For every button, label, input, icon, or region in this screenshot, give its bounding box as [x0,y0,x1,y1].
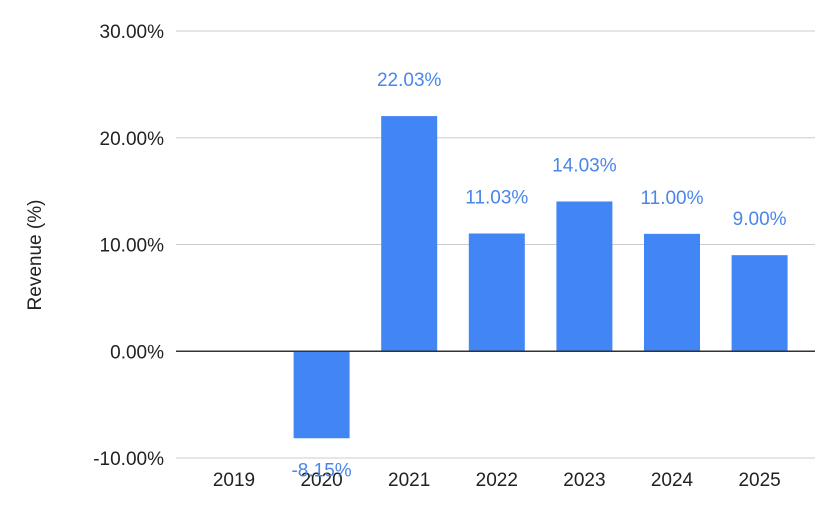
data-label-2023: 14.03% [552,155,617,176]
bars [293,116,788,439]
x-tick-labels: 2019 2020 2021 2022 2023 2024 2025 [213,470,781,491]
data-label-2025: 9.00% [733,209,787,230]
x-tick-label: 2022 [476,470,518,491]
bar-2023 [556,201,613,352]
x-tick-label: 2024 [651,470,694,491]
x-tick-label: 2023 [563,470,605,491]
y-tick-labels: 30.00% 20.00% 10.00% 0.00% -10.00% [93,22,164,470]
y-axis-title: Revenue (%) [25,200,46,311]
bar-2024 [644,233,700,352]
data-label-2021: 22.03% [377,70,442,91]
y-tick-label: 10.00% [100,236,165,257]
y-tick-label: 30.00% [100,22,165,43]
x-tick-label: 2021 [388,470,430,491]
data-label-2022: 11.03% [465,188,528,209]
x-tick-label: 2020 [300,470,342,491]
y-tick-label: 0.00% [110,342,164,363]
bar-2025 [731,255,788,352]
bar-2020 [293,351,350,439]
data-labels: -8.15% 22.03% 11.03% 14.03% 11.00% 9.00% [291,70,786,481]
data-label-2020: -8.15% [291,460,351,481]
bar-2022 [468,233,525,352]
bar-2021 [381,116,438,352]
x-tick-label: 2025 [738,470,780,491]
data-label-2024: 11.00% [640,188,703,209]
y-tick-label: 20.00% [100,129,165,150]
x-tick-label: 2019 [213,470,255,491]
y-tick-label: -10.00% [93,449,164,470]
